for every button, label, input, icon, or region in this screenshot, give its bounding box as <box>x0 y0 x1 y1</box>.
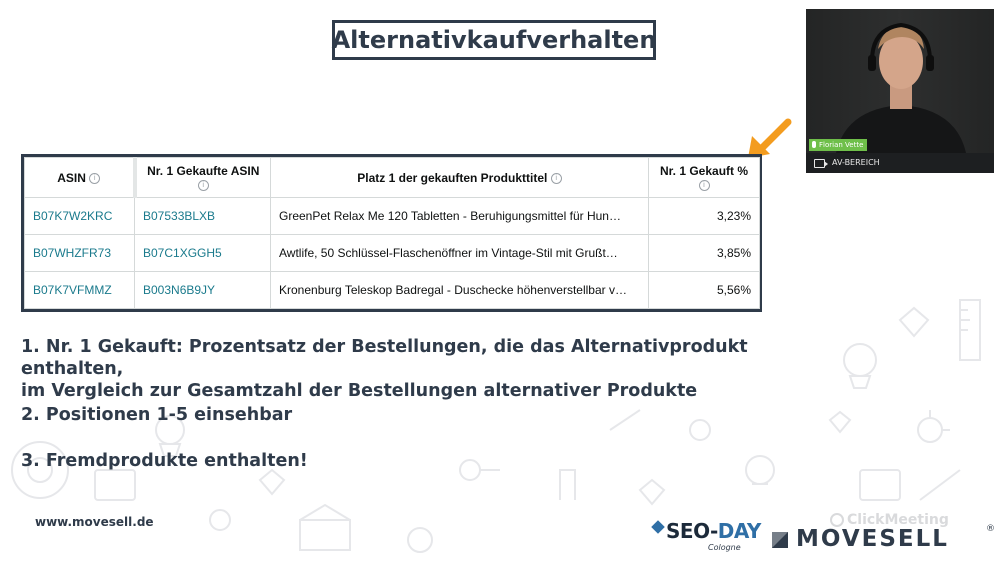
webcam-video: Florian Vette <box>806 9 994 153</box>
table-row: B07K7VFMMZ B003N6B9JY Kronenburg Telesko… <box>24 271 760 309</box>
video-camera-icon <box>814 159 828 168</box>
bought-asin-link[interactable]: B003N6B9JY <box>134 271 271 309</box>
microphone-icon <box>812 141 816 148</box>
info-icon[interactable]: i <box>698 179 710 191</box>
participant-name-tag: Florian Vette <box>809 139 868 151</box>
column-header-top-bought-asin[interactable]: Nr. 1 Gekaufte ASIN i <box>134 157 271 198</box>
clickmeeting-watermark: ClickMeeting <box>830 512 949 528</box>
data-table: ASIN i Nr. 1 Gekaufte ASIN i Platz 1 der… <box>24 157 760 309</box>
note-3: 3. Fremdprodukte enthalten! <box>21 451 308 471</box>
asin-link[interactable]: B07WHZFR73 <box>24 234 135 272</box>
av-area-label: AV-BEREICH <box>832 158 880 167</box>
webcam-panel: Florian Vette AV-BEREICH <box>806 9 994 173</box>
column-header-top-product-title[interactable]: Platz 1 der gekauften Produkttitel i <box>270 157 649 198</box>
slide-title: Alternativkaufverhalten <box>332 20 656 60</box>
info-icon[interactable]: i <box>197 179 209 191</box>
table-row: B07K7W2KRC B07533BLXB GreenPet Relax Me … <box>24 197 760 235</box>
highlight-arrow-icon <box>748 118 792 158</box>
info-icon[interactable]: i <box>550 172 562 184</box>
percent-value: 3,23% <box>648 197 760 235</box>
table-row: B07WHZFR73 B07C1XGGH5 Awtlife, 50 Schlüs… <box>24 234 760 272</box>
asin-link[interactable]: B07K7VFMMZ <box>24 271 135 309</box>
note-2: 2. Positionen 1-5 einsehbar <box>21 405 293 425</box>
bought-asin-link[interactable]: B07C1XGGH5 <box>134 234 271 272</box>
presenter-silhouette <box>806 9 994 153</box>
asin-link[interactable]: B07K7W2KRC <box>24 197 135 235</box>
alternative-purchase-table: ASIN i Nr. 1 Gekaufte ASIN i Platz 1 der… <box>21 154 762 312</box>
seo-day-logo: SEO-DAY Cologne <box>651 517 762 557</box>
bought-asin-link[interactable]: B07533BLXB <box>134 197 271 235</box>
info-icon[interactable]: i <box>89 172 101 184</box>
note-1: 1. Nr. 1 Gekauft: Prozentsatz der Bestel… <box>21 337 748 401</box>
column-header-asin[interactable]: ASIN i <box>24 157 137 198</box>
product-title: GreenPet Relax Me 120 Tabletten - Beruhi… <box>270 197 649 235</box>
column-header-top-bought-percent[interactable]: Nr. 1 Gekauft % i <box>648 157 760 198</box>
product-title: Kronenburg Teleskop Badregal - Duschecke… <box>270 271 649 309</box>
webcam-footer[interactable]: AV-BEREICH <box>806 153 994 173</box>
table-header-row: ASIN i Nr. 1 Gekaufte ASIN i Platz 1 der… <box>24 157 760 198</box>
percent-value: 3,85% <box>648 234 760 272</box>
graduation-cap-icon <box>651 520 665 534</box>
product-title: Awtlife, 50 Schlüssel-Flaschenöffner im … <box>270 234 649 272</box>
clickmeeting-logo-icon <box>830 513 844 527</box>
movesell-logo-icon <box>772 532 788 548</box>
percent-value: 5,56% <box>648 271 760 309</box>
participant-name: Florian Vette <box>819 141 864 149</box>
website-url: www.movesell.de <box>35 515 154 529</box>
